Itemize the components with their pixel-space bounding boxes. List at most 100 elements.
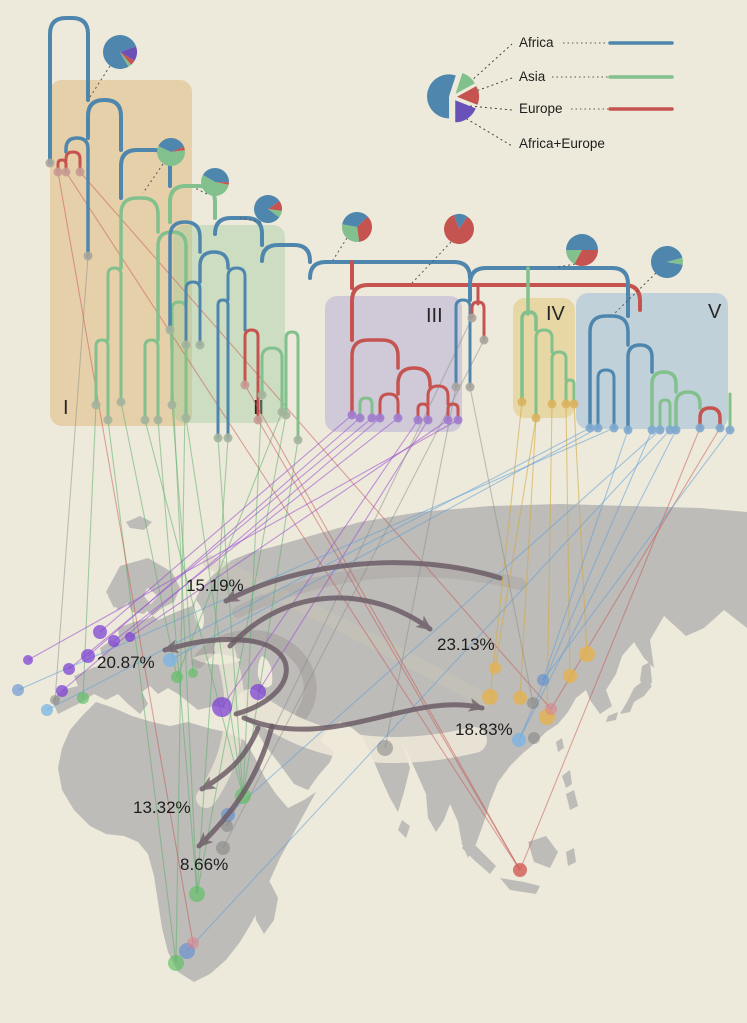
ancestry-pie-4 [342, 212, 372, 242]
ancestry-pie-4-slice-E [357, 216, 372, 242]
tree-branch [106, 266, 123, 404]
ancestry-pie-7 [651, 245, 683, 278]
migration-arrow [162, 637, 289, 717]
sample-location-dot [77, 692, 89, 704]
tree-tip-dot [181, 413, 191, 423]
sample-location-dot [163, 653, 177, 667]
sample-location-dot [527, 697, 539, 709]
sample-location-dot [212, 697, 232, 717]
tree-branch [198, 250, 230, 284]
tip-to-map-link [222, 339, 485, 849]
tip-to-map-link [27, 419, 459, 661]
tree-branch [698, 406, 722, 430]
tree-branch [396, 366, 432, 396]
tip-to-map-link [185, 417, 244, 797]
sample-location-dot [63, 663, 75, 675]
tree-branch [64, 150, 82, 174]
tree-tip-dot [609, 423, 619, 433]
tip-to-map-link [573, 403, 588, 655]
migration-percentage-label: 15.19% [186, 576, 244, 595]
landmass-island [620, 680, 652, 714]
tree-branch [358, 396, 374, 420]
tree-tip-dot [423, 415, 433, 425]
tip-to-map-link [518, 429, 653, 741]
sample-location-dot [216, 841, 230, 855]
landmass-island [108, 590, 122, 608]
landmass-island [566, 848, 576, 866]
ancestry-pie-4-slice-S [342, 224, 360, 242]
tree-tip-dot [281, 410, 291, 420]
ancestry-pie-6-slice-E [574, 250, 598, 266]
pie-node-connector [239, 217, 262, 223]
tree-branch [658, 398, 672, 432]
landmass-island [556, 738, 564, 752]
sample-location-dot [563, 669, 577, 683]
legend-pie-slice-A [427, 74, 456, 119]
tree-branch [64, 136, 90, 258]
tree-tip-dot [53, 167, 63, 177]
tree-branch [213, 216, 264, 247]
ancestry-pie-5-slice-A [453, 214, 468, 229]
migration-ribbon [232, 565, 526, 618]
tip-to-map-link [113, 417, 399, 642]
tree-branch [308, 260, 472, 280]
migration-percentage-label: 8.66% [180, 855, 228, 874]
tree-branch [550, 350, 568, 406]
ancestry-pie-3-slice-E [268, 200, 283, 211]
tree-branch [534, 328, 554, 420]
tip-to-map-link [518, 429, 677, 741]
tree-branch [674, 390, 702, 432]
tip-to-map-link [542, 429, 731, 681]
sample-location-dot [81, 649, 95, 663]
tree-branch [226, 266, 247, 332]
ancestry-pie-6 [566, 234, 598, 266]
tree-tip-dot [547, 399, 557, 409]
tip-to-map-link [257, 419, 521, 871]
tree-tip-dot [167, 400, 177, 410]
tree-branch [350, 338, 400, 417]
sample-location-dot [56, 685, 68, 697]
tree-tip-dot [585, 423, 595, 433]
phylogenetic-tree [48, 16, 732, 442]
tree-branch [243, 328, 260, 422]
legend: Africa Asia Europe Africa+Europe [427, 35, 674, 151]
migration-arrows: 15.19% 23.13% 20.87% 18.83% 13.32% 8.66% [97, 560, 513, 874]
sample-location-dot [528, 732, 540, 744]
tip-to-map-link [169, 329, 198, 895]
tip-to-map-link [384, 386, 457, 749]
tree-branch [143, 338, 160, 422]
clade-label-III: III [426, 305, 443, 327]
legend-pie [427, 72, 479, 123]
tree-tip-dot [531, 413, 541, 423]
tree-tip-dot [61, 167, 71, 177]
tree-tip-dot [561, 399, 571, 409]
sample-location-dot [537, 674, 549, 686]
tip-to-map-link [196, 414, 287, 895]
migration-percentage-label: 13.32% [133, 798, 191, 817]
landmass-island [122, 678, 130, 696]
tree-tip-dot [181, 340, 191, 350]
tree-tip-dot [393, 413, 403, 423]
legend-pie-slice-E [456, 86, 479, 105]
sample-location-dot [188, 668, 198, 678]
ancestry-pie-6-slice-A [566, 234, 598, 250]
tree-branch [119, 196, 160, 270]
ancestry-pie-0-slice-S [120, 52, 132, 67]
sample-location-dot [250, 684, 266, 700]
tree-tip-dot [451, 382, 461, 392]
sample-location-dot [168, 955, 184, 971]
tree-branch [468, 266, 630, 318]
tip-to-map-link [129, 419, 449, 638]
migration-percentage-label: 20.87% [97, 653, 155, 672]
tree-tip-dot [195, 340, 205, 350]
sample-location-dot [108, 635, 120, 647]
tree-branch [650, 370, 678, 432]
legend-label-0: Africa [519, 35, 554, 50]
tree-branch [260, 346, 284, 414]
tree-tip-dot [116, 397, 126, 407]
migration-percentage-label: 18.83% [455, 720, 513, 739]
migration-arrow [223, 560, 503, 604]
ancestry-pie-0-slice-AE [120, 46, 138, 61]
tip-to-map-link [227, 429, 661, 816]
